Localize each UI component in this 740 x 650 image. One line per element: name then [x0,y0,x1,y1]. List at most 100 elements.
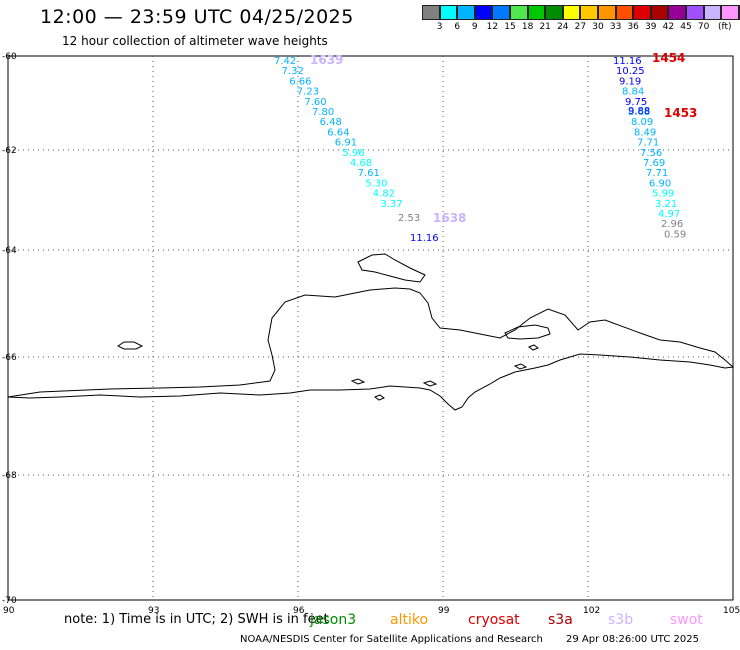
satellite-legend-item: swot [670,612,703,628]
wave-height-value: 8.09 [631,117,653,128]
wave-height-value: 9.75 [625,97,647,108]
color-swatch [562,5,581,20]
island-east-lake [504,324,551,340]
color-scale-label: 45 [680,22,692,32]
longitude-tick-label: 93 [148,606,159,616]
color-swatch [685,5,704,20]
wave-height-value: 6.91 [335,138,357,149]
track-1453: 1453 9.88 [628,106,697,120]
track-1454: 145411.1610.259.198.849.758.688.098.497.… [613,51,686,240]
altimeter-tracks: 1639 7.427.326.667.237.607.806.486.646.91… [274,51,697,244]
color-swatch [703,5,722,20]
wave-height-value: 2.53 [398,213,420,224]
wave-height-value: 7.56 [640,148,662,159]
wave-height-value: 9.19 [619,76,641,87]
color-scale-label: 6 [454,22,461,32]
map-title: 12:00 — 23:59 UTC 04/25/2025 [40,6,354,28]
map-frame [7,55,734,601]
islet-3 [373,394,386,401]
color-scale-label: 42 [662,22,675,32]
color-scale-label: 21 [539,22,551,32]
islet-2 [422,380,438,387]
wave-height-value: 4.97 [658,209,680,220]
credit-line: NOAA/NESDIS Center for Satellite Applica… [240,634,543,645]
longitude-tick-label: 99 [438,606,450,616]
islet-4 [513,363,528,370]
track-1638: 1638 11.16 [410,211,466,244]
color-swatch [633,5,651,20]
latitude-tick-label: -64 [2,246,17,256]
latitude-tick-label: -60 [2,52,17,62]
wave-height-value: 5.99 [652,189,674,200]
track-pass-label: 1453 [664,106,697,120]
wave-height-value: 6.90 [649,178,671,189]
longitude-tick-label: 105 [723,606,740,616]
wave-height-value: 4.68 [350,158,372,169]
wave-height-color-scale: 3 6 9 12 15 18 21 24 27 30 33 36 39 42 45 70 (ft) [422,5,740,34]
wave-height-value: 7.61 [358,168,380,179]
wave-height-value: 7.23 [297,87,319,98]
wave-height-value: 11.16 [613,56,642,67]
color-swatches [422,5,740,20]
longitude-tick-label: 90 [3,606,15,616]
wave-height-value: 0.59 [664,229,686,240]
color-swatch [597,5,616,20]
wave-height-value: 10.25 [616,66,645,77]
wave-height-value: 7.71 [646,168,668,179]
wave-height-value: 3.21 [655,199,677,210]
longitude-tick-label: 96 [293,606,305,616]
color-scale-label: 36 [627,22,639,32]
wave-height-value: 7.42 [274,56,296,67]
wave-height-value: 8.49 [634,127,656,138]
color-scale-label: 3 [436,22,443,32]
color-scale-label: 27 [574,22,587,32]
color-scale-label: 33 [609,22,622,32]
island-west [117,341,144,350]
wave-height-value: 7.60 [304,97,326,108]
map-subtitle: 12 hour collection of altimeter wave hei… [62,34,328,48]
satellite-legend-item: cryosat [468,612,520,628]
graticule [8,56,733,600]
track-1639: 1639 7.427.326.667.237.607.806.486.646.91… [274,53,420,224]
color-swatch [509,5,528,20]
latitude-tick-label: -62 [2,146,17,156]
track-pass-label: 1638 [433,211,466,225]
color-swatch [580,5,598,20]
color-scale-label: 39 [645,22,657,32]
color-swatch [615,5,634,20]
wave-height-value: 2.96 [661,219,683,230]
color-swatch [545,5,563,20]
wave-height-value: 5.96 [342,148,364,159]
color-swatch [738,5,740,20]
color-scale-label: 70 [697,22,710,32]
island-north [357,253,426,283]
wave-height-value: 7.69 [643,158,665,169]
latitude-tick-label: -66 [2,353,17,363]
color-scale-label: 9 [471,22,478,32]
color-swatch [650,5,669,20]
wave-height-value: 7.80 [312,107,334,118]
color-swatch [439,5,458,20]
wave-height-value: 6.64 [327,127,349,138]
wave-height-value: 8.68 [628,107,650,118]
wave-height-value: 4.82 [373,189,395,200]
generated-timestamp: 29 Apr 08:26:00 UTC 2025 [566,634,699,645]
color-swatch [721,5,739,20]
islet-1 [350,378,366,385]
color-scale-label: 18 [521,22,534,32]
wave-height-value: 5.30 [365,178,387,189]
latitude-tick-label: -68 [2,471,17,481]
satellite-legend-item: s3b [608,612,634,628]
wave-height-value: 8.84 [622,87,644,98]
islet-5 [527,344,540,351]
color-scale-unit: (ft) [717,22,732,32]
color-scale-label: 15 [504,22,516,32]
wave-height-value: 9.88 [628,106,650,117]
wave-height-value: 11.16 [410,233,439,244]
coastline-main [7,287,735,411]
color-scale-label: 12 [486,22,499,32]
color-scale-label: 30 [592,22,604,32]
satellite-legend-item: s3a [548,612,573,628]
color-swatch [492,5,510,20]
